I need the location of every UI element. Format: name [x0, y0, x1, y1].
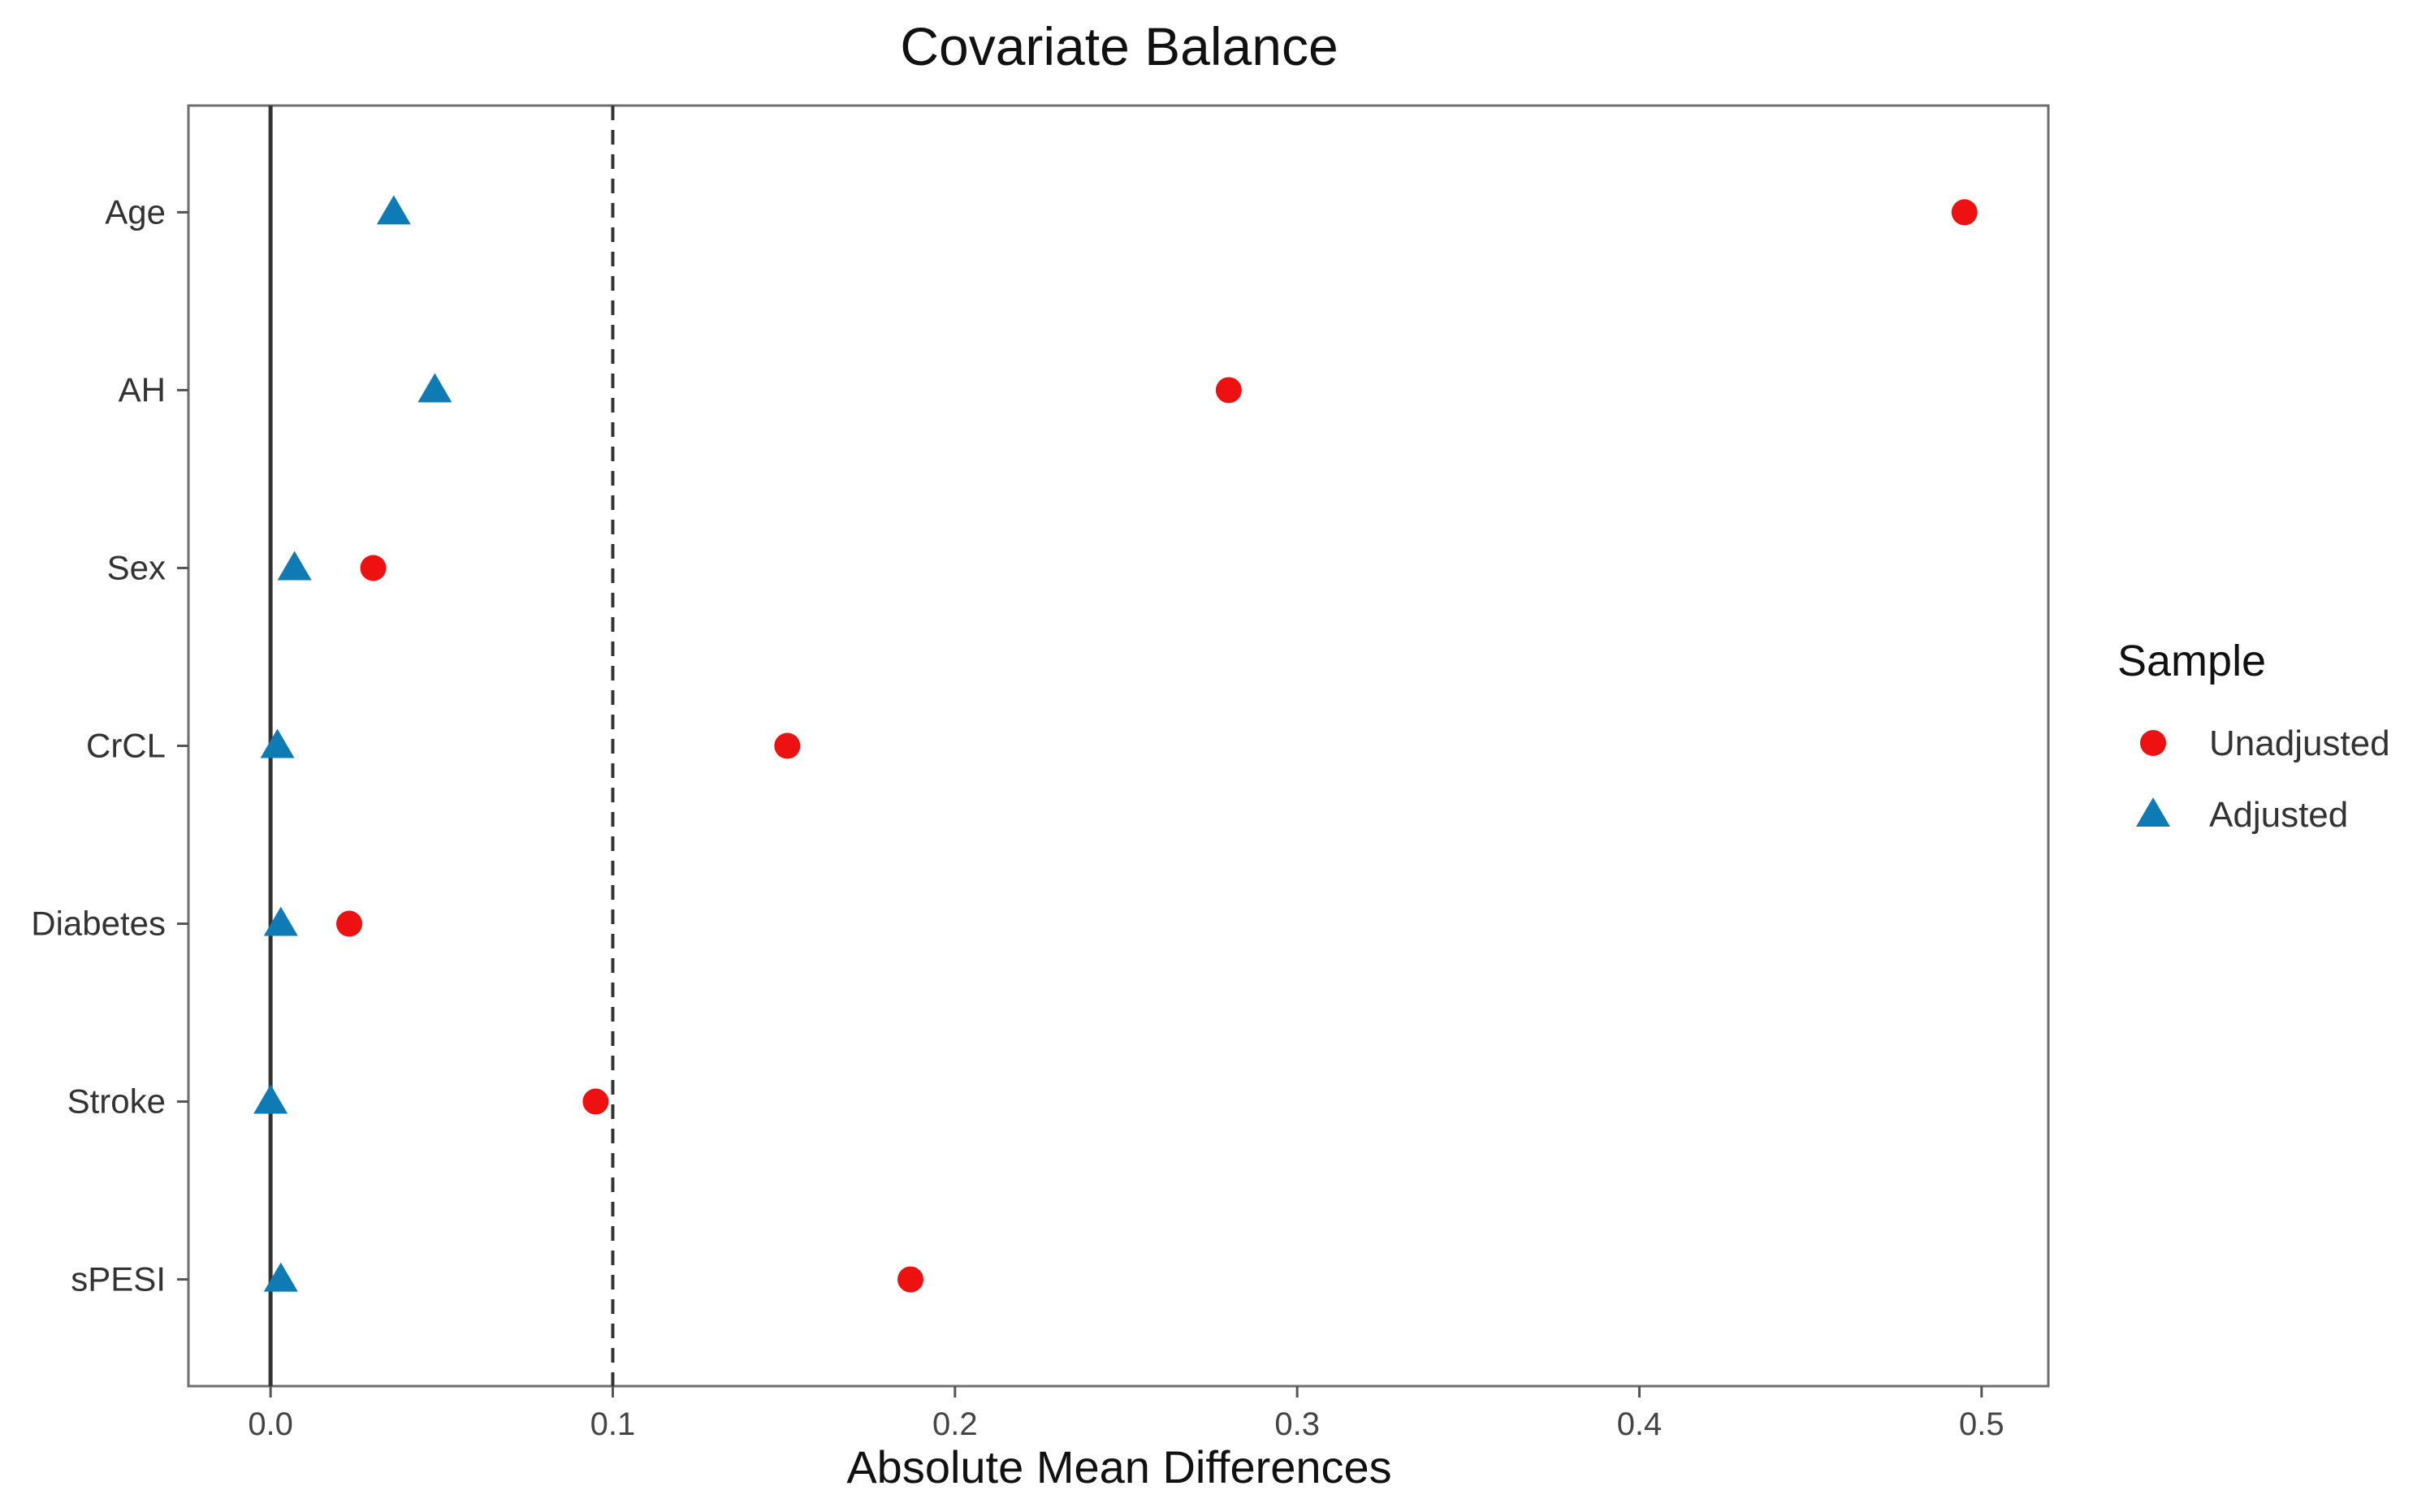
- point-unadjusted-spesi: [897, 1266, 924, 1293]
- y-tick-label: Diabetes: [31, 905, 166, 943]
- point-unadjusted-sex: [360, 555, 387, 581]
- point-unadjusted-stroke: [582, 1088, 609, 1115]
- point-adjusted-stroke: [253, 1084, 288, 1114]
- y-tick-label: CrCL: [86, 727, 166, 765]
- legend-marker-adjusted: [2136, 797, 2170, 827]
- point-adjusted-age: [376, 195, 411, 225]
- point-adjusted-ah: [417, 373, 452, 403]
- x-tick-label: 0.2: [932, 1406, 978, 1442]
- x-tick-label: 0.3: [1274, 1406, 1320, 1442]
- legend-label-adjusted: Adjusted: [2209, 795, 2348, 835]
- point-adjusted-sex: [277, 551, 312, 581]
- chart-title: Covariate Balance: [900, 16, 1338, 76]
- y-tick-label: sPESI: [71, 1260, 166, 1298]
- legend-title: Sample: [2117, 637, 2266, 685]
- legend-label-unadjusted: Unadjusted: [2209, 724, 2390, 763]
- point-unadjusted-crcl: [774, 732, 801, 759]
- legend-marker-unadjusted: [2140, 730, 2166, 756]
- y-tick-label: AH: [119, 370, 166, 408]
- x-tick-label: 0.0: [248, 1406, 293, 1442]
- y-tick-label: Age: [105, 192, 166, 231]
- x-tick-label: 0.5: [1959, 1406, 2004, 1442]
- point-unadjusted-ah: [1215, 377, 1242, 404]
- x-tick-label: 0.1: [590, 1406, 636, 1442]
- point-adjusted-spesi: [263, 1262, 298, 1292]
- point-adjusted-diabetes: [263, 906, 298, 936]
- y-tick-label: Sex: [107, 548, 166, 586]
- x-axis-label: Absolute Mean Differences: [846, 1441, 1391, 1493]
- x-tick-label: 0.4: [1617, 1406, 1663, 1442]
- y-tick-label: Stroke: [67, 1082, 166, 1121]
- point-unadjusted-age: [1951, 199, 1978, 226]
- plot-area: 0.0 0.1 0.2 0.3 0.4 0.5 Age AH Sex CrCL Diabetes St…: [31, 104, 2050, 1442]
- point-adjusted-crcl: [260, 728, 295, 758]
- legend: Sample Unadjusted Adjusted: [2117, 637, 2390, 835]
- point-unadjusted-diabetes: [336, 910, 363, 937]
